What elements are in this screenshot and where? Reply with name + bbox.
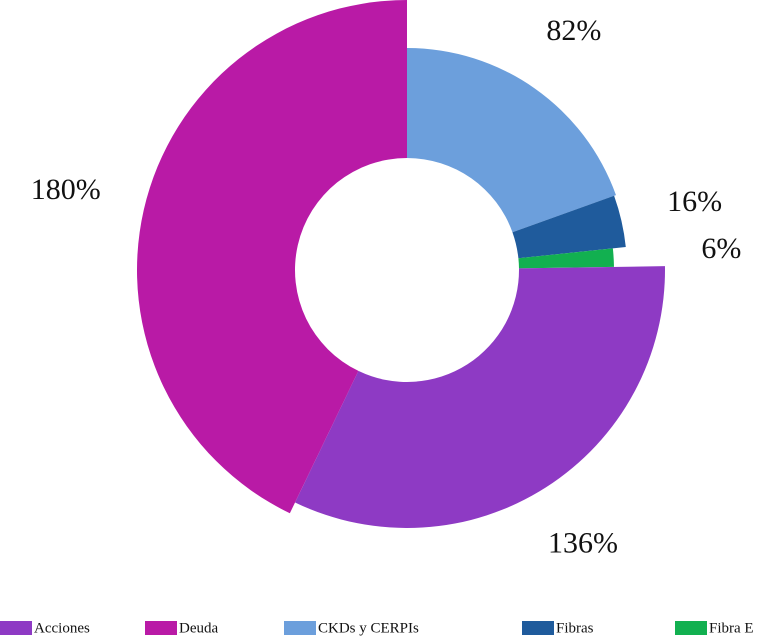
data-label: 16% bbox=[667, 185, 722, 218]
data-label: 6% bbox=[701, 232, 741, 265]
data-label: 82% bbox=[546, 14, 601, 47]
legend-label: Acciones bbox=[34, 620, 90, 636]
legend-swatch bbox=[0, 621, 32, 635]
legend-swatch bbox=[145, 621, 177, 635]
slice bbox=[407, 48, 616, 233]
legend-swatch bbox=[522, 621, 554, 635]
legend-label: CKDs y CERPIs bbox=[318, 620, 419, 636]
slice bbox=[295, 266, 665, 528]
legend-label: Deuda bbox=[179, 620, 218, 636]
legend-swatch bbox=[284, 621, 316, 635]
slice bbox=[137, 0, 407, 514]
legend-label: Fibras bbox=[556, 620, 594, 636]
data-label: 136% bbox=[548, 526, 618, 559]
slice bbox=[518, 248, 614, 269]
slice bbox=[512, 195, 626, 259]
legend-swatch bbox=[675, 621, 707, 635]
data-label: 180% bbox=[31, 173, 101, 206]
legend-label: Fibra E bbox=[709, 620, 754, 636]
